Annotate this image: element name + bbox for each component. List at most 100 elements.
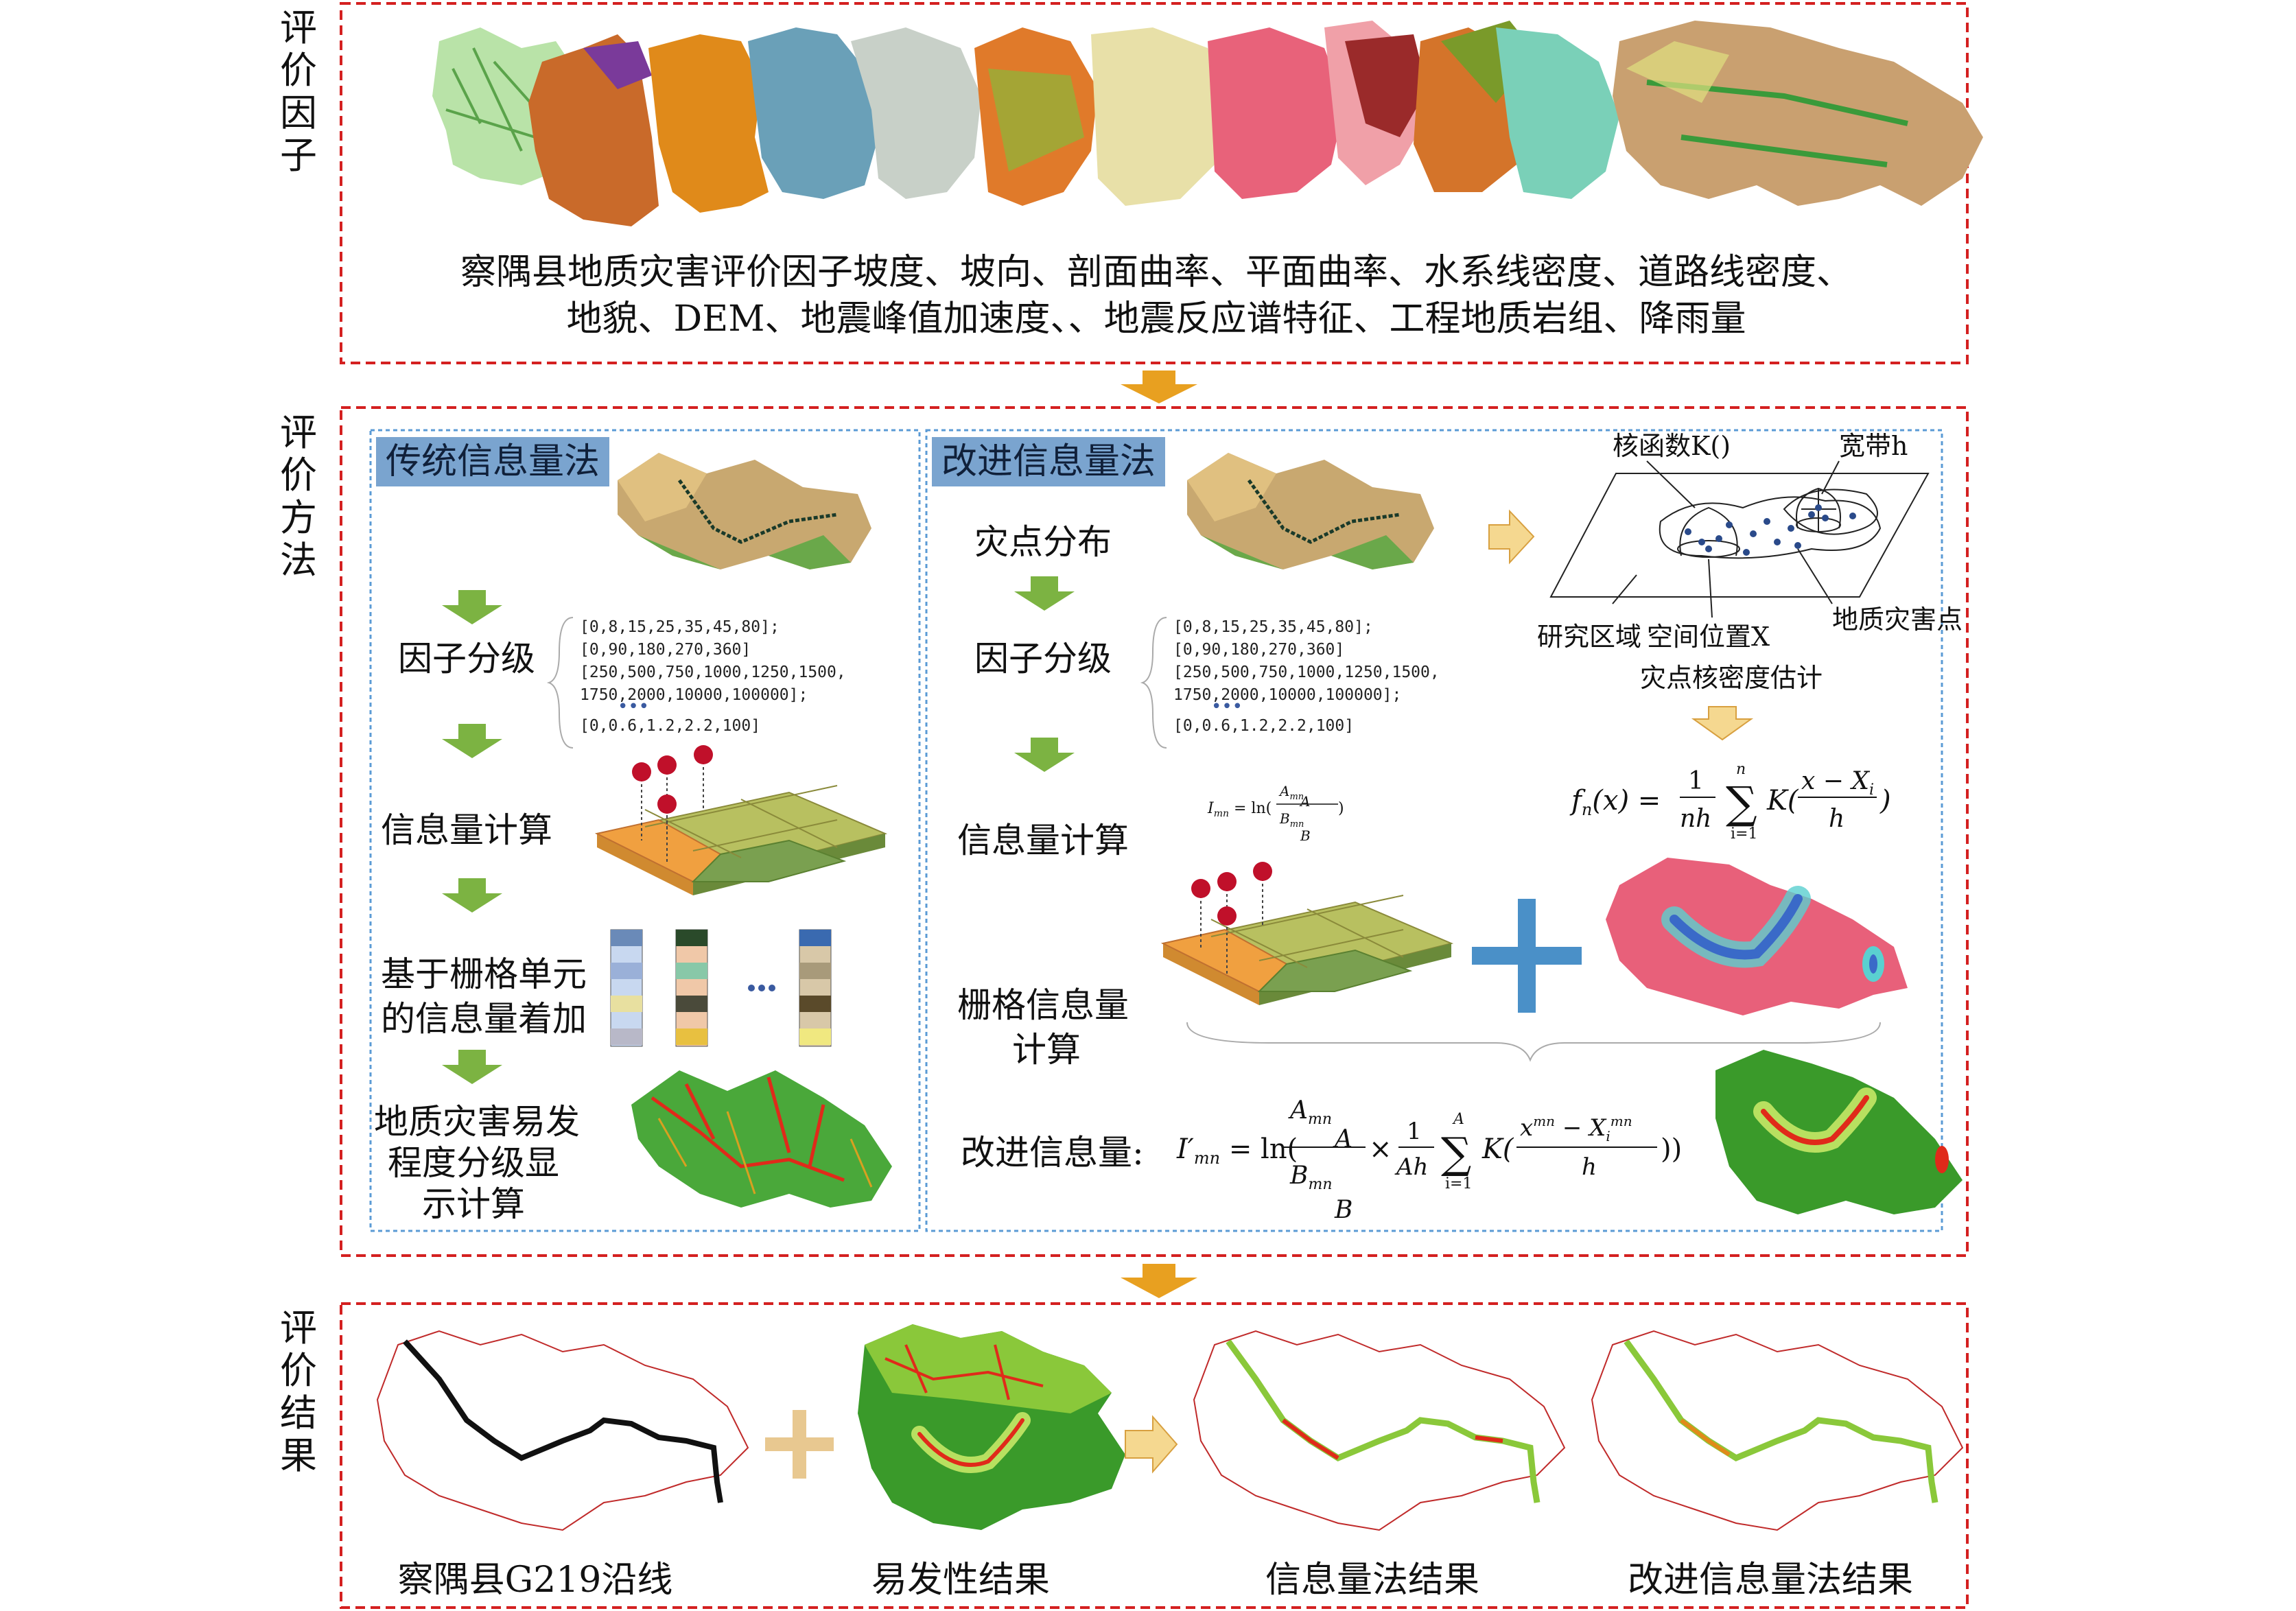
trad-step-overlay-2: 的信息量着加: [381, 999, 587, 1039]
section-label-methods: 评价方法: [280, 411, 317, 582]
svg-text:×: ×: [1369, 1133, 1392, 1165]
svg-text:A: A: [1452, 1111, 1464, 1128]
improved-final-map: [1715, 1050, 1963, 1214]
result-map-1: [376, 1330, 749, 1531]
trad-step-grading: 因子分级: [398, 639, 535, 679]
trad-step-overlay-1: 基于栅格单元: [381, 954, 587, 994]
trad-final-map: [631, 1070, 892, 1208]
improved-title: 改进信息量法: [932, 437, 1166, 486]
improved-step-grid-1: 栅格信息量: [957, 985, 1129, 1025]
improved-grid: [1161, 862, 1454, 1005]
trad-step-final-2: 程度分级显: [388, 1143, 559, 1183]
trad-step-info: 信息量计算: [381, 810, 552, 850]
svg-text:x − Xi: x − Xi: [1801, 767, 1874, 799]
improved-step-info: 信息量计算: [957, 821, 1129, 860]
svg-text:Ah: Ah: [1394, 1153, 1428, 1181]
improved-tan-arrows: [1488, 509, 1754, 741]
improved-code-5: [0,0.6,1.2,2.2,100]: [1173, 717, 1355, 735]
result-map-2: [858, 1324, 1125, 1530]
svg-text:xmn − Ximn: xmn − Ximn: [1520, 1113, 1632, 1144]
blue-plus: [1472, 899, 1582, 1013]
factors-caption-line2: 地貌、DEM、地震峰值加速度、、地震反应谱特征、工程地质岩组、降雨量: [566, 298, 1746, 340]
trad-step-final-1: 地质灾害易发: [374, 1102, 580, 1142]
trad-dem-map: [618, 453, 871, 569]
trad-code-5: [0,0.6,1.2,2.2,100]: [580, 717, 761, 735]
result-map-3: [1193, 1330, 1566, 1531]
improved-brace: [1140, 617, 1167, 749]
traditional-frame: [369, 429, 921, 1232]
improved-code-2: [0,90,180,270,360]: [1173, 641, 1345, 659]
tan-plus: [765, 1410, 834, 1479]
kde-point-label: 地质灾害点: [1832, 604, 1963, 635]
trad-code-4: 1750,2000,10000,100000];: [580, 686, 808, 704]
traditional-title: 传统信息量法: [376, 437, 610, 486]
improved-formula: I′mn = ln( Amn A Bmn B × 1 Ah ∑ A i=1 K(…: [1176, 1096, 1682, 1224]
result-label-g219: 察隅县G219沿线: [397, 1560, 673, 1601]
svg-text:i=1: i=1: [1731, 825, 1757, 843]
svg-text:Amn: Amn: [1288, 1096, 1332, 1128]
svg-text:nh: nh: [1680, 805, 1711, 833]
improved-step-grading: 因子分级: [974, 639, 1112, 679]
trad-code-2: [0,90,180,270,360]: [580, 641, 751, 659]
trad-stacked-columns: [610, 929, 832, 1047]
svg-text:Imn = ln(: Imn = ln(: [1207, 800, 1272, 819]
section-label-factors: 评价因子: [280, 6, 317, 177]
kde-density-map: [1606, 858, 1908, 1015]
kde-points: [1685, 504, 1856, 556]
improved-final-label: 改进信息量:: [961, 1133, 1144, 1173]
svg-text:∑: ∑: [1726, 778, 1757, 829]
improved-green-arrows: [1014, 576, 1075, 772]
svg-text:n: n: [1736, 761, 1746, 778]
svg-text:i=1: i=1: [1445, 1175, 1472, 1192]
svg-text:h: h: [1582, 1153, 1597, 1181]
down-arrow-2: [1121, 1264, 1197, 1298]
factors-frame: [340, 2, 1969, 364]
svg-text:)): )): [1661, 1133, 1682, 1165]
trad-brace: [546, 617, 574, 749]
factor-maps: [432, 21, 1983, 226]
kde-formula: fn(x) = 1 nh ∑ n i=1 K( x − Xi h ): [1569, 761, 1891, 843]
svg-text:B: B: [1300, 827, 1311, 844]
trad-grid: [595, 745, 888, 895]
svg-text:K(: K(: [1481, 1133, 1514, 1165]
svg-text:Bmn: Bmn: [1279, 810, 1304, 830]
svg-text:Bmn: Bmn: [1289, 1162, 1333, 1193]
kde-kernel-label: 核函数K(): [1613, 431, 1731, 461]
improved-code-1: [0,8,15,25,35,45,80];: [1173, 618, 1373, 636]
result-label-susceptibility: 易发性结果: [871, 1560, 1050, 1601]
kde-position-label: 空间位置X: [1647, 622, 1770, 652]
kde-region-label: 研究区域: [1537, 622, 1642, 652]
improved-bottom-brace: [1186, 1022, 1881, 1062]
improved-code-4: 1750,2000,10000,100000];: [1173, 686, 1402, 704]
improved-step-points: 灾点分布: [974, 522, 1112, 562]
svg-text:∑: ∑: [1441, 1128, 1471, 1178]
result-map-4: [1591, 1330, 1964, 1531]
kde-sketch: [1549, 460, 1930, 618]
svg-text:A: A: [1333, 1125, 1352, 1153]
svg-text:A: A: [1299, 793, 1310, 810]
improved-step-grid-2: 计算: [1012, 1030, 1081, 1070]
result-label-info: 信息量法结果: [1265, 1560, 1479, 1601]
down-arrow-1: [1121, 371, 1197, 403]
info-formula-small: Imn = ln( Amn A Bmn B ): [1207, 783, 1344, 844]
trad-ellipsis: •••: [618, 696, 650, 717]
result-label-improved: 改进信息量法结果: [1627, 1560, 1913, 1601]
trad-code-1: [0,8,15,25,35,45,80];: [580, 618, 780, 636]
svg-text:1: 1: [1688, 767, 1704, 795]
kde-bandwidth-label: 宽带h: [1839, 431, 1908, 461]
svg-text:fn(x) =: fn(x) =: [1569, 785, 1661, 819]
trad-step-final-3: 示计算: [422, 1184, 525, 1224]
improved-dem-map: [1187, 453, 1434, 569]
kde-caption: 灾点核密度估计: [1640, 663, 1823, 693]
improved-code-3: [250,500,750,1000,1250,1500,: [1173, 663, 1440, 681]
trad-green-arrows: [442, 590, 502, 1084]
svg-text:): ): [1338, 800, 1344, 817]
trad-code-3: [250,500,750,1000,1250,1500,: [580, 663, 846, 681]
tan-right-arrow: [1125, 1415, 1178, 1474]
svg-text:I′mn = ln(: I′mn = ln(: [1176, 1133, 1298, 1168]
improved-frame: [925, 429, 1943, 1232]
improved-ellipsis: •••: [1211, 696, 1243, 717]
svg-text:B: B: [1334, 1196, 1352, 1224]
